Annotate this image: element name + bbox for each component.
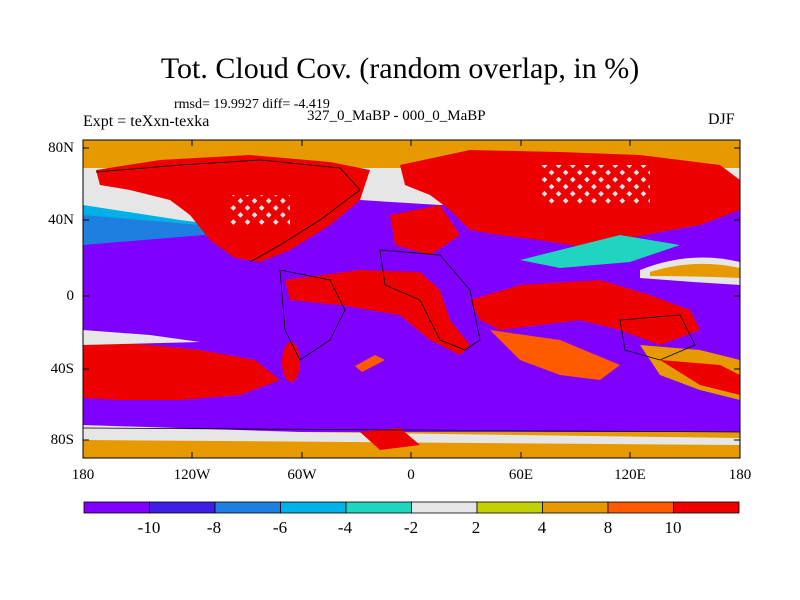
eurasia-hatch [540,165,650,205]
experiment-label: Expt = teXxn-texka [83,113,210,130]
outline-africa [379,249,481,351]
outline-australia [619,314,696,361]
indian-ocean-red [470,280,700,345]
atlantic-streak [355,355,385,372]
colorbar-label: 2 [471,518,481,537]
lon-label-60e: 60E [508,467,534,483]
map-field [83,140,740,458]
island-red [282,342,300,382]
colorbar-swatch [411,501,478,514]
north-america-hatch [230,195,290,225]
lat-label-0: 0 [66,288,75,304]
colorbar-label: 10 [664,518,682,537]
colorbar-label: 8 [603,518,613,537]
lat-label-40s: 40S [50,361,74,377]
pacific-streak-orange [650,263,740,278]
lon-label-120e: 120E [614,467,646,483]
colorbar-swatch [149,501,216,514]
colorbar-label: -8 [206,518,222,537]
colorbar [83,501,740,514]
colorbar-swatch [476,501,543,514]
colorbar-label: -10 [137,518,161,537]
lon-label-0: 0 [407,467,415,483]
south-indian-orange [490,330,620,380]
north-pacific-blue [83,215,240,245]
antarctic-red-patch [360,428,420,450]
outline-south-america [279,269,346,361]
south-pacific-east-red [660,360,740,395]
lon-label-180e: 180 [728,467,752,483]
colorbar-label: 4 [537,518,547,537]
colorbar-swatch [214,501,281,514]
difference-label: 327_0_MaBP - 000_0_MaBP [307,108,486,124]
lon-label-120w: 120W [173,467,211,483]
stats-label: rmsd= 19.9927 diff= -4.419 [174,97,330,112]
colorbar-swatch [542,501,609,514]
colorbar-label: -2 [403,518,419,537]
europe-red [390,205,460,255]
atlantic-equatorial-red [285,270,470,355]
colorbar-swatch [280,501,347,514]
lon-label-60w: 60W [287,467,317,483]
lat-label-80s: 80S [50,432,74,448]
map-ticks [82,140,741,458]
colorbar-swatch [345,501,412,514]
colorbar-label: -4 [337,518,353,537]
colorbar-swatch [607,501,674,514]
colorbar-swatch [83,501,150,514]
asia-cyan-streak [520,235,680,268]
lon-label-180w: 180 [71,467,95,483]
colorbar-swatch [673,501,740,514]
south-pacific-neutral [83,330,200,345]
colorbar-label: -6 [272,518,288,537]
south-pacific-red [83,340,280,400]
outline-north-america [95,159,361,263]
season-label: DJF [708,111,735,128]
map-title: Tot. Cloud Cov. (random overlap, in %) [160,52,640,85]
outline-antarctica [83,427,740,433]
antarctic-neutral [83,425,740,445]
lat-label-40n: 40N [48,212,74,228]
lat-label-80n: 80N [48,140,74,156]
